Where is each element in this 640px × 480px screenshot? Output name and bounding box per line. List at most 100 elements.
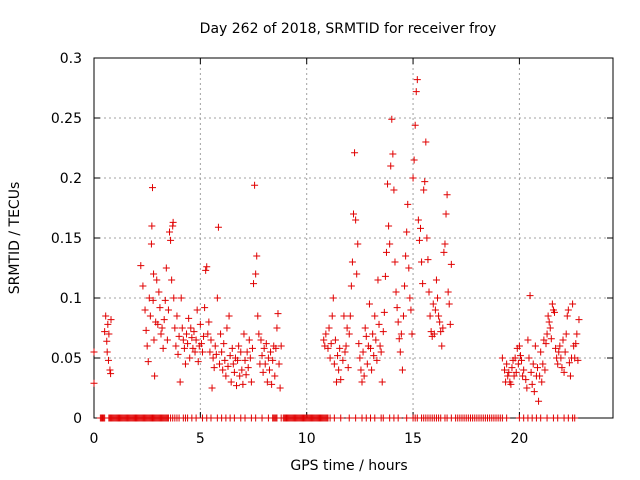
data-point xyxy=(264,354,272,362)
data-point xyxy=(378,378,386,386)
data-point xyxy=(206,348,214,356)
data-point xyxy=(203,263,211,271)
data-point xyxy=(342,342,350,350)
data-point xyxy=(438,342,446,350)
data-point xyxy=(103,337,111,345)
data-point xyxy=(556,342,564,350)
data-point xyxy=(413,76,421,84)
data-point xyxy=(214,223,222,231)
data-point xyxy=(149,296,157,304)
data-point xyxy=(234,356,242,364)
data-point xyxy=(402,252,410,260)
data-point xyxy=(329,294,337,302)
data-point xyxy=(520,366,528,374)
data-point xyxy=(510,372,518,380)
data-point xyxy=(198,348,206,356)
data-point xyxy=(162,264,170,272)
data-point xyxy=(552,344,560,352)
data-point xyxy=(558,364,566,372)
data-point xyxy=(219,366,227,374)
data-point xyxy=(410,156,418,164)
data-point xyxy=(241,356,249,364)
x-tick-label: 10 xyxy=(298,431,316,447)
data-point xyxy=(201,304,209,312)
data-point xyxy=(421,178,429,186)
data-point xyxy=(361,324,369,332)
data-point xyxy=(503,360,511,368)
data-point xyxy=(211,342,219,350)
data-point xyxy=(365,300,373,308)
data-point xyxy=(439,324,447,332)
data-point xyxy=(230,368,238,376)
x-tick-label: 15 xyxy=(404,431,422,447)
data-point xyxy=(352,216,360,224)
x-tick-label: 5 xyxy=(196,431,205,447)
data-point xyxy=(415,236,423,244)
data-point xyxy=(150,336,158,344)
data-point xyxy=(139,282,147,290)
data-point xyxy=(372,336,380,344)
data-point xyxy=(196,320,204,328)
data-point xyxy=(261,360,269,368)
data-point xyxy=(571,414,579,422)
data-point xyxy=(271,372,279,380)
data-point xyxy=(511,354,519,362)
data-point xyxy=(276,384,284,392)
data-point xyxy=(255,330,263,338)
data-point xyxy=(418,258,426,266)
data-point xyxy=(505,368,513,376)
data-point xyxy=(536,372,544,380)
data-point xyxy=(409,174,417,182)
data-point xyxy=(516,352,524,360)
data-point xyxy=(533,364,541,372)
data-point xyxy=(137,262,145,270)
data-point xyxy=(374,276,382,284)
data-point xyxy=(246,354,254,362)
data-point xyxy=(389,150,397,158)
data-point xyxy=(161,296,169,304)
data-point xyxy=(543,330,551,338)
data-point xyxy=(252,270,260,278)
data-point xyxy=(239,380,247,388)
data-point xyxy=(434,294,442,302)
data-point xyxy=(191,348,199,356)
data-point xyxy=(564,306,572,314)
data-point xyxy=(154,320,162,328)
data-point xyxy=(252,414,260,422)
data-point xyxy=(430,330,438,338)
data-point xyxy=(557,354,565,362)
data-point xyxy=(385,222,393,230)
data-point xyxy=(167,236,175,244)
data-point xyxy=(209,354,217,362)
data-point xyxy=(90,348,98,356)
data-point xyxy=(504,372,512,380)
data-point xyxy=(233,382,241,390)
data-point xyxy=(540,336,548,344)
data-point xyxy=(538,378,546,386)
data-point xyxy=(235,342,243,350)
data-point xyxy=(566,372,574,380)
data-point xyxy=(150,270,158,278)
data-point xyxy=(190,328,198,336)
data-point xyxy=(379,328,387,336)
data-point xyxy=(528,380,536,388)
data-point xyxy=(444,288,452,296)
data-point xyxy=(381,272,389,280)
data-point xyxy=(360,372,368,380)
data-point xyxy=(330,360,338,368)
data-point xyxy=(423,234,431,242)
data-point xyxy=(141,306,149,314)
data-point xyxy=(202,266,210,274)
data-point xyxy=(531,342,539,350)
data-point xyxy=(328,312,336,320)
data-point xyxy=(325,324,333,332)
data-point xyxy=(188,334,196,342)
data-point xyxy=(257,336,265,344)
data-point xyxy=(326,354,334,362)
y-tick-labels: 0 0.05 0.1 0.15 0.2 0.25 0.3 xyxy=(51,51,82,427)
data-point xyxy=(554,360,562,368)
data-point xyxy=(546,324,554,332)
data-point xyxy=(168,276,176,284)
data-point xyxy=(371,312,379,320)
data-point xyxy=(273,324,281,332)
